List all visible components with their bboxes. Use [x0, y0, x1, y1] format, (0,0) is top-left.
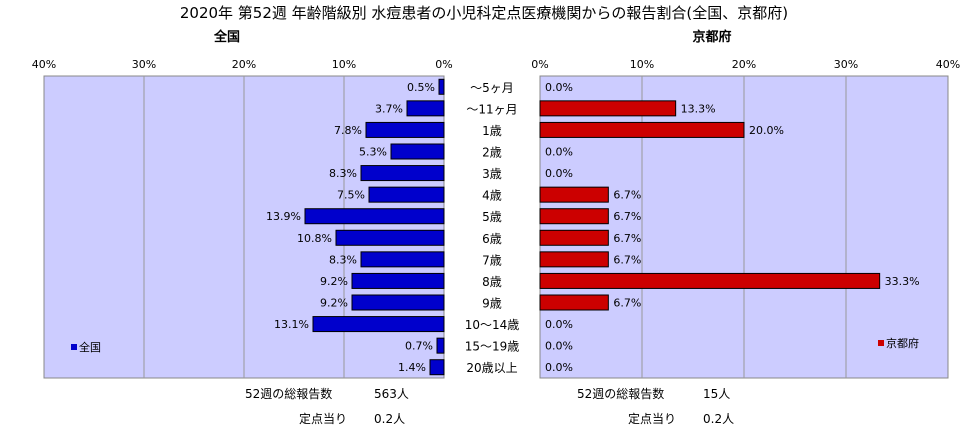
national-x-tick-label: 10%	[332, 58, 356, 71]
kyoto-legend: 京都府	[878, 336, 919, 350]
national-legend-label: 全国	[79, 340, 101, 354]
national-data-label: 0.7%	[405, 340, 433, 353]
category-label: 1歳	[482, 124, 502, 138]
category-labels: ～5ヶ月 ～11ヶ月 1歳 2歳 3歳 4歳 5歳 6歳 7歳 8歳 9歳 10～14歳 15～19歳 2…	[465, 81, 520, 375]
kyoto-bar	[539, 251, 609, 268]
kyoto-data-label: 33.3%	[885, 275, 920, 288]
national-data-label: 7.8%	[334, 124, 362, 137]
national-data-label: 1.4%	[398, 361, 426, 374]
national-total-label: 52週の総報告数	[245, 386, 332, 401]
national-bar	[390, 143, 445, 160]
national-legend-swatch	[71, 344, 77, 350]
national-bar	[438, 78, 445, 95]
kyoto-data-label: 0.0%	[545, 167, 573, 180]
kyoto-bar	[539, 272, 881, 289]
kyoto-per-label: 定点当り	[628, 411, 676, 426]
kyoto-bar	[539, 229, 609, 246]
national-x-tick-label: 20%	[232, 58, 256, 71]
national-per-label: 定点当り	[299, 411, 347, 426]
national-x-tick-label: 0%	[435, 58, 452, 71]
national-plot: 0%10%20%30%40%0.5%3.7%7.8%5.3%8.3%7.5%13…	[32, 58, 453, 379]
category-label: 4歳	[482, 189, 502, 203]
category-label: 15～19歳	[465, 340, 520, 354]
category-label: ～11ヶ月	[466, 102, 517, 116]
kyoto-legend-swatch	[878, 340, 884, 346]
national-total-value: 563人	[374, 387, 409, 401]
national-x-tick-label: 30%	[132, 58, 156, 71]
kyoto-data-label: 0.0%	[545, 340, 573, 353]
kyoto-data-label: 0.0%	[545, 318, 573, 331]
national-legend: 全国	[71, 340, 101, 354]
category-label: 9歳	[482, 297, 502, 311]
kyoto-data-label: 20.0%	[749, 124, 784, 137]
national-data-label: 13.1%	[274, 318, 309, 331]
national-bar	[429, 359, 445, 376]
national-bar	[360, 251, 445, 268]
kyoto-bar	[539, 208, 609, 225]
national-bar	[304, 208, 445, 225]
national-data-label: 10.8%	[297, 232, 332, 245]
kyoto-total-value: 15人	[703, 387, 730, 401]
national-data-label: 3.7%	[375, 102, 403, 115]
national-data-label: 8.3%	[329, 167, 357, 180]
kyoto-footer: 52週の総報告数 15人 定点当り 0.2人	[577, 386, 734, 426]
kyoto-x-tick-label: 40%	[936, 58, 960, 71]
national-bar	[335, 229, 445, 246]
category-label: 5歳	[482, 210, 502, 224]
kyoto-data-label: 6.7%	[613, 232, 641, 245]
kyoto-bar	[539, 100, 677, 117]
national-data-label: 13.9%	[266, 210, 301, 223]
kyoto-x-tick-label: 0%	[531, 58, 548, 71]
national-x-tick-label: 40%	[32, 58, 56, 71]
chart-title: 2020年 第52週 年齢階級別 水痘患者の小児科定点医療機関からの報告割合(全…	[180, 4, 788, 22]
national-bar	[312, 316, 445, 333]
kyoto-subtitle: 京都府	[692, 29, 731, 45]
national-data-label: 0.5%	[407, 81, 435, 94]
kyoto-bar	[539, 294, 609, 311]
kyoto-plot: 0% 10% 20% 30% 40% 0.0% 13.3% 20.0% 0.0% 0.0% 6.7%…	[531, 58, 960, 379]
national-bar	[368, 186, 445, 203]
national-data-label: 9.2%	[320, 297, 348, 310]
kyoto-data-label: 6.7%	[613, 189, 641, 202]
national-data-label: 9.2%	[320, 275, 348, 288]
kyoto-total-label: 52週の総報告数	[577, 386, 664, 401]
national-subtitle: 全国	[213, 29, 240, 45]
kyoto-bar	[539, 186, 609, 203]
kyoto-data-label: 0.0%	[545, 81, 573, 94]
category-label: 6歳	[482, 232, 502, 246]
kyoto-data-label: 6.7%	[613, 210, 641, 223]
national-per-value: 0.2人	[374, 412, 405, 426]
category-label: 8歳	[482, 275, 502, 289]
national-data-label: 8.3%	[329, 253, 357, 266]
category-label: 3歳	[482, 167, 502, 181]
national-bar	[351, 294, 445, 311]
kyoto-per-value: 0.2人	[703, 412, 734, 426]
kyoto-bar	[539, 121, 745, 138]
category-label: 20歳以上	[466, 361, 517, 375]
national-bar	[406, 100, 445, 117]
category-label: 2歳	[482, 146, 502, 160]
national-footer: 52週の総報告数 563人 定点当り 0.2人	[245, 386, 409, 426]
kyoto-legend-label: 京都府	[886, 336, 919, 350]
category-label: ～5ヶ月	[470, 81, 514, 95]
kyoto-data-label: 0.0%	[545, 146, 573, 159]
category-label: 10～14歳	[465, 318, 520, 332]
kyoto-data-label: 6.7%	[613, 253, 641, 266]
national-bar	[365, 121, 445, 138]
kyoto-data-label: 6.7%	[613, 297, 641, 310]
kyoto-x-tick-label: 30%	[834, 58, 858, 71]
national-data-label: 7.5%	[337, 189, 365, 202]
category-label: 7歳	[482, 253, 502, 267]
national-bar	[436, 337, 445, 354]
kyoto-data-label: 13.3%	[681, 102, 716, 115]
national-bar	[351, 272, 445, 289]
kyoto-x-tick-label: 20%	[732, 58, 756, 71]
national-bar	[360, 165, 445, 182]
national-data-label: 5.3%	[359, 146, 387, 159]
kyoto-x-tick-label: 10%	[630, 58, 654, 71]
kyoto-data-label: 0.0%	[545, 361, 573, 374]
